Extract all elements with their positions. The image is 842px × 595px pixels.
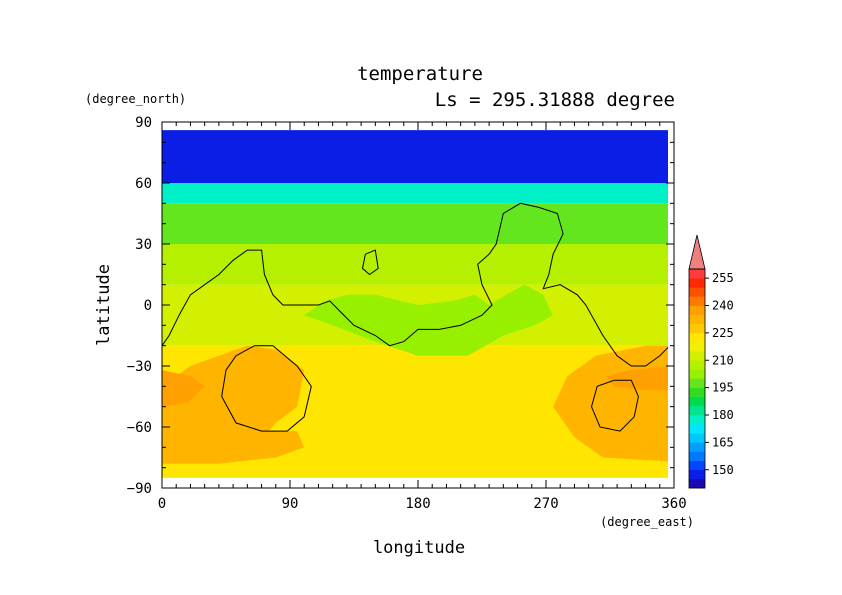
colorbar-swatch xyxy=(689,296,705,306)
y-tick-label: −30 xyxy=(127,359,152,375)
y-tick-label: 60 xyxy=(135,176,152,192)
colorbar-swatch xyxy=(689,369,705,379)
colorbar-swatch xyxy=(689,305,705,315)
y-tick-label: 0 xyxy=(144,298,152,314)
colorbar-swatch xyxy=(689,378,705,388)
x-tick-label: 270 xyxy=(533,496,558,512)
colorbar-overflow-arrow xyxy=(688,234,706,270)
contour-coastline xyxy=(162,202,668,367)
y-tick-label: 30 xyxy=(135,237,152,253)
colorbar-swatch xyxy=(689,433,705,443)
colorbar-labels: 255 240 225 210 195 180 165 150 xyxy=(705,271,734,477)
colorbar-swatch xyxy=(689,405,705,416)
axis-ticks xyxy=(161,121,675,489)
colorbar-label: 165 xyxy=(712,435,734,449)
x-tick-label: 0 xyxy=(158,496,166,512)
temperature-region-4 xyxy=(162,345,305,464)
temperature-band-1 xyxy=(162,183,668,204)
colorbar-swatch xyxy=(689,442,705,452)
colorbar-label: 180 xyxy=(712,408,734,422)
colorbar-swatch xyxy=(689,351,705,361)
colorbar-swatch xyxy=(689,342,705,352)
x-axis-label: longitude xyxy=(373,538,465,558)
chart-title: temperature xyxy=(357,63,483,85)
x-tick-label: 180 xyxy=(405,496,430,512)
colorbar-swatch xyxy=(689,415,705,425)
temperature-region-7 xyxy=(605,366,668,391)
x-tick-label: 360 xyxy=(661,496,686,512)
contour-small-island xyxy=(361,249,379,276)
colorbar-label: 195 xyxy=(712,381,734,395)
colorbar-swatch xyxy=(689,323,705,334)
temperature-band-3 xyxy=(162,244,668,285)
colorbar-swatch xyxy=(689,424,705,434)
temperature-region-6 xyxy=(162,370,205,407)
contour-lines xyxy=(162,202,668,432)
colorbar-swatch xyxy=(689,451,705,461)
y-units-label: (degree_north) xyxy=(85,92,186,106)
colorbar-label: 150 xyxy=(712,463,734,477)
colorbar-swatch xyxy=(689,278,705,288)
colorbar-swatch xyxy=(689,469,705,480)
colorbar xyxy=(688,234,706,489)
chart-subtitle: Ls = 295.31888 degree xyxy=(435,89,675,111)
colorbar-label: 240 xyxy=(712,299,734,313)
colorbar-swatch xyxy=(689,460,705,471)
x-tick-label: 90 xyxy=(282,496,299,512)
colorbar-label: 210 xyxy=(712,353,734,367)
x-tick-labels: 0 90 180 270 360 xyxy=(158,496,687,512)
colorbar-swatch xyxy=(689,478,705,489)
temperature-band-0 xyxy=(162,130,668,183)
colorbar-swatch xyxy=(689,314,705,325)
colorbar-label: 225 xyxy=(712,326,734,340)
colorbar-label: 255 xyxy=(712,271,734,285)
temperature-field xyxy=(162,130,668,478)
y-tick-label: −60 xyxy=(127,420,152,436)
y-tick-label: 90 xyxy=(135,115,152,131)
y-axis-label: latitude xyxy=(94,264,114,346)
colorbar-frame xyxy=(688,268,706,489)
colorbar-swatch xyxy=(689,387,705,398)
colorbar-swatch xyxy=(689,332,705,343)
y-tick-labels: 90 60 30 0 −30 −60 −90 xyxy=(127,115,152,497)
colorbar-swatch xyxy=(689,287,705,297)
colorbar-swatch xyxy=(689,396,705,407)
temperature-band-2 xyxy=(162,203,668,244)
contour-southwest-circle xyxy=(221,345,312,432)
contour-southeast-circle xyxy=(590,379,639,432)
y-tick-label: −90 xyxy=(127,481,152,497)
x-units-label: (degree_east) xyxy=(600,515,694,529)
colorbar-swatch xyxy=(689,269,705,279)
temperature-region-8 xyxy=(304,284,554,356)
colorbar-swatch xyxy=(689,360,705,370)
